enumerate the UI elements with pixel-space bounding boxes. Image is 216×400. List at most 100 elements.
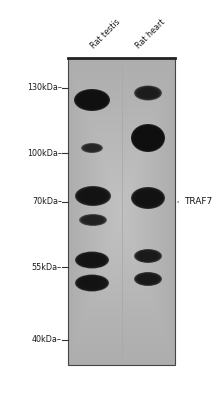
Ellipse shape xyxy=(83,191,103,201)
Ellipse shape xyxy=(132,188,164,208)
Text: 130kDa–: 130kDa– xyxy=(27,84,62,92)
Ellipse shape xyxy=(75,90,109,110)
Ellipse shape xyxy=(138,274,158,284)
Ellipse shape xyxy=(81,190,105,202)
Ellipse shape xyxy=(83,216,103,224)
Ellipse shape xyxy=(136,129,160,147)
Ellipse shape xyxy=(81,215,105,225)
Ellipse shape xyxy=(134,86,162,100)
Ellipse shape xyxy=(140,275,156,283)
Ellipse shape xyxy=(135,190,161,206)
Ellipse shape xyxy=(84,145,100,151)
Ellipse shape xyxy=(135,273,161,285)
Ellipse shape xyxy=(82,144,102,152)
Ellipse shape xyxy=(83,144,101,152)
Ellipse shape xyxy=(135,128,161,148)
Ellipse shape xyxy=(76,252,108,268)
Ellipse shape xyxy=(79,189,106,203)
Ellipse shape xyxy=(138,252,158,260)
Ellipse shape xyxy=(136,250,160,262)
Ellipse shape xyxy=(82,143,102,153)
Ellipse shape xyxy=(80,214,106,226)
Ellipse shape xyxy=(139,89,157,97)
Ellipse shape xyxy=(82,278,102,288)
Ellipse shape xyxy=(133,126,162,150)
Ellipse shape xyxy=(75,186,111,206)
Ellipse shape xyxy=(78,276,106,290)
Ellipse shape xyxy=(135,86,161,100)
Ellipse shape xyxy=(78,254,106,266)
Ellipse shape xyxy=(133,188,163,208)
Ellipse shape xyxy=(137,87,159,99)
Ellipse shape xyxy=(82,216,104,224)
Ellipse shape xyxy=(134,272,162,286)
Ellipse shape xyxy=(80,190,106,202)
Ellipse shape xyxy=(138,88,159,98)
Ellipse shape xyxy=(138,131,158,145)
Ellipse shape xyxy=(137,130,159,146)
Text: Rat testis: Rat testis xyxy=(89,17,122,50)
Ellipse shape xyxy=(83,144,101,152)
Ellipse shape xyxy=(131,124,165,152)
Ellipse shape xyxy=(131,187,165,209)
Ellipse shape xyxy=(82,191,104,201)
Ellipse shape xyxy=(80,278,104,288)
Ellipse shape xyxy=(75,252,109,268)
Text: Rat heart: Rat heart xyxy=(134,17,167,50)
Ellipse shape xyxy=(81,255,103,265)
Ellipse shape xyxy=(134,190,162,206)
Ellipse shape xyxy=(77,91,107,109)
Ellipse shape xyxy=(80,254,104,266)
Ellipse shape xyxy=(85,145,98,151)
Ellipse shape xyxy=(137,274,159,284)
Ellipse shape xyxy=(79,254,105,266)
Ellipse shape xyxy=(134,127,162,149)
Text: 70kDa–: 70kDa– xyxy=(32,198,62,206)
Bar xyxy=(68,58,175,365)
Ellipse shape xyxy=(84,144,100,152)
Ellipse shape xyxy=(139,193,157,203)
Ellipse shape xyxy=(77,187,109,205)
Ellipse shape xyxy=(136,87,160,99)
Ellipse shape xyxy=(138,192,158,204)
Ellipse shape xyxy=(139,252,157,260)
Ellipse shape xyxy=(79,93,105,107)
Ellipse shape xyxy=(81,278,103,288)
Ellipse shape xyxy=(81,143,103,153)
Ellipse shape xyxy=(133,126,163,150)
Ellipse shape xyxy=(138,274,159,284)
Ellipse shape xyxy=(133,189,162,207)
Text: 40kDa–: 40kDa– xyxy=(32,336,62,344)
Ellipse shape xyxy=(76,90,108,110)
Ellipse shape xyxy=(138,88,158,98)
Ellipse shape xyxy=(79,277,105,289)
Ellipse shape xyxy=(140,89,156,97)
Ellipse shape xyxy=(78,188,108,204)
Ellipse shape xyxy=(75,274,109,292)
Ellipse shape xyxy=(74,89,110,111)
Ellipse shape xyxy=(78,253,106,267)
Ellipse shape xyxy=(85,145,99,151)
Ellipse shape xyxy=(77,276,107,290)
Ellipse shape xyxy=(76,186,110,206)
Ellipse shape xyxy=(78,92,105,108)
Ellipse shape xyxy=(81,94,103,106)
Ellipse shape xyxy=(139,132,157,144)
Ellipse shape xyxy=(137,192,159,204)
Ellipse shape xyxy=(76,275,108,291)
Ellipse shape xyxy=(135,250,161,262)
Ellipse shape xyxy=(79,214,107,226)
Ellipse shape xyxy=(78,92,106,108)
Ellipse shape xyxy=(140,252,156,260)
Ellipse shape xyxy=(83,279,101,287)
Ellipse shape xyxy=(84,216,102,224)
Ellipse shape xyxy=(135,272,161,286)
Ellipse shape xyxy=(138,251,159,261)
Ellipse shape xyxy=(135,250,161,262)
Ellipse shape xyxy=(137,251,159,261)
Ellipse shape xyxy=(139,275,157,283)
Ellipse shape xyxy=(83,256,101,264)
Ellipse shape xyxy=(80,94,104,106)
Ellipse shape xyxy=(134,249,162,263)
Ellipse shape xyxy=(80,215,106,225)
